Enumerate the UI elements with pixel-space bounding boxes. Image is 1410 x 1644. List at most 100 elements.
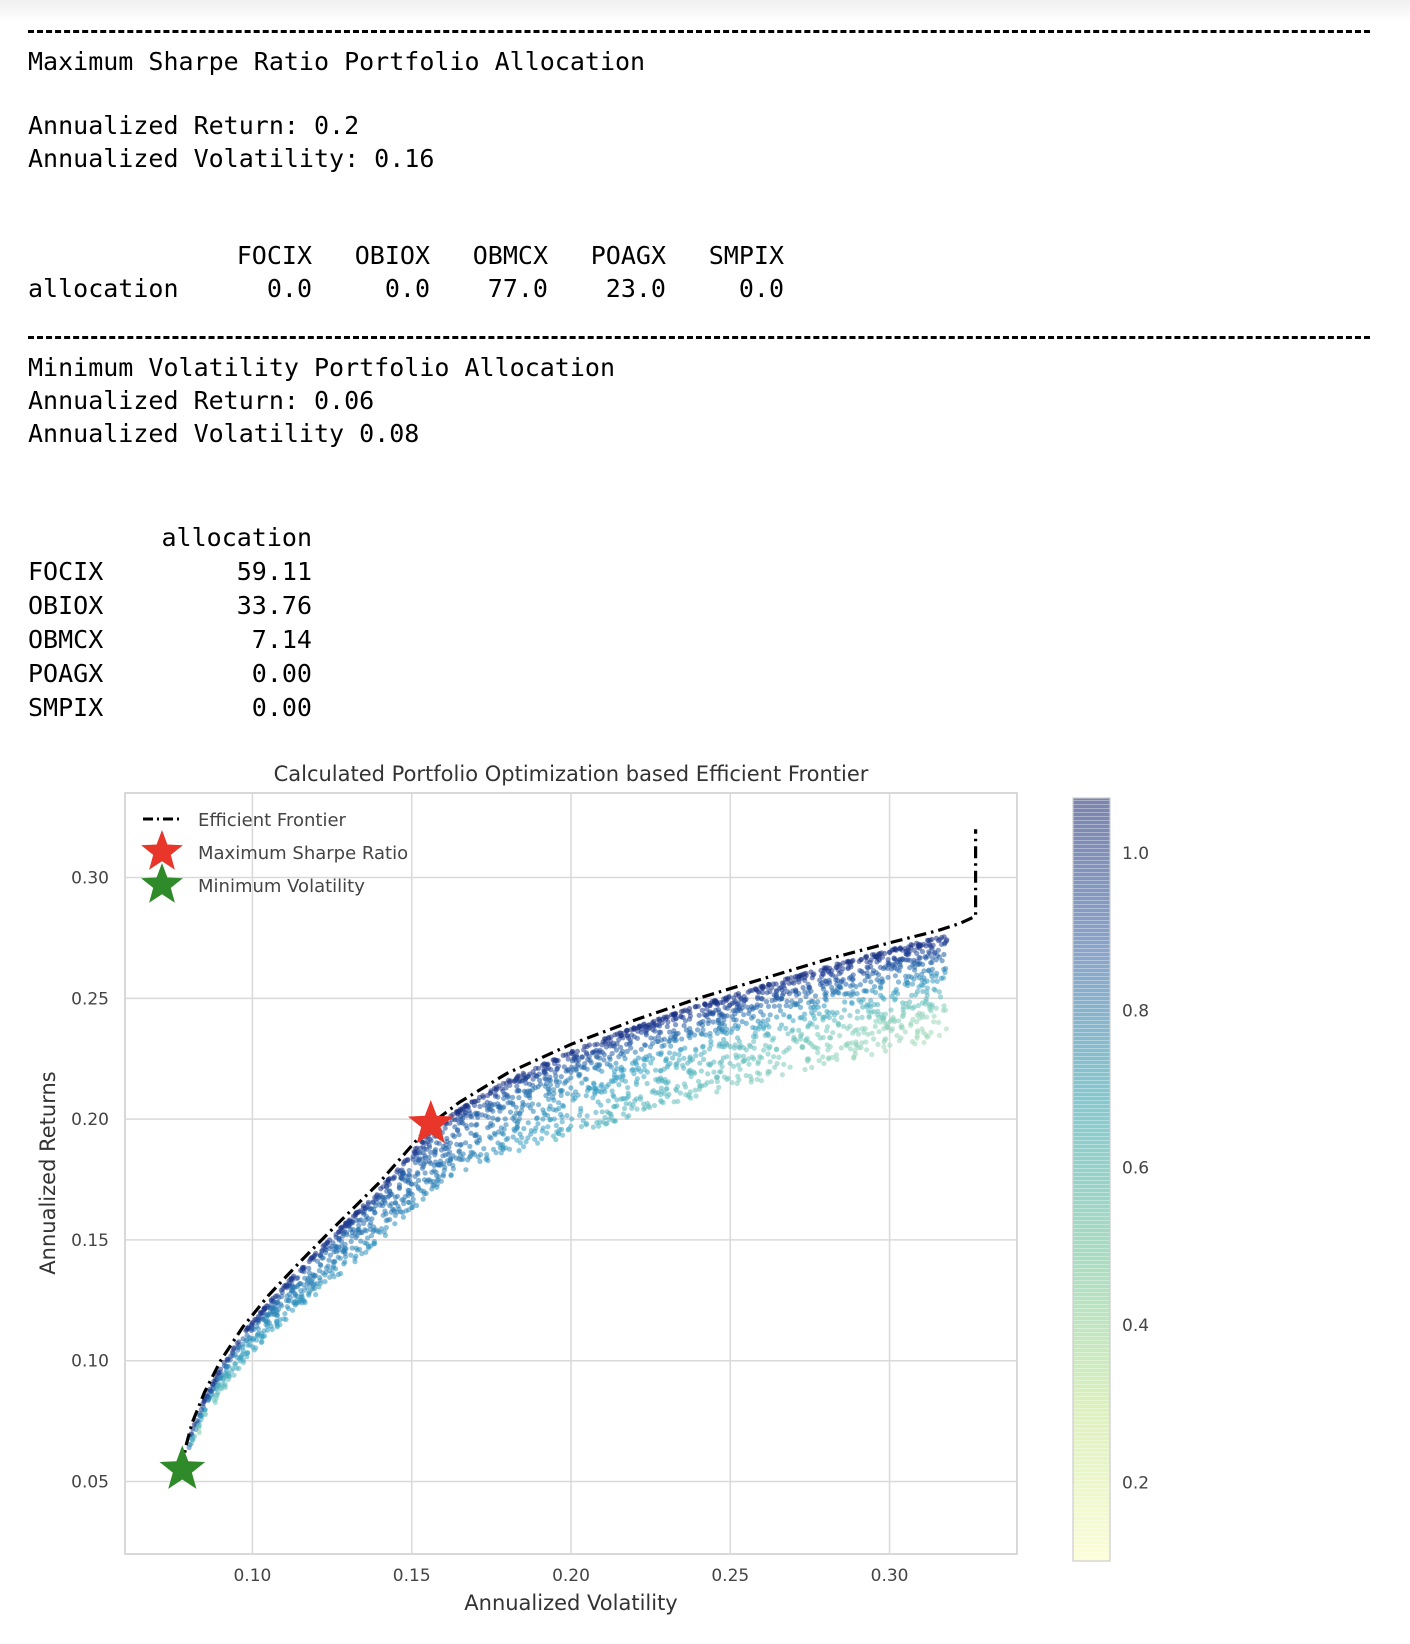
portfolio-point xyxy=(197,1422,203,1428)
portfolio-point xyxy=(941,1003,947,1009)
max-sharpe-title: Maximum Sharpe Ratio Portfolio Allocatio… xyxy=(28,47,646,76)
portfolio-point xyxy=(729,1080,735,1086)
portfolio-point xyxy=(317,1275,323,1281)
portfolio-point xyxy=(341,1261,347,1267)
portfolio-point xyxy=(783,1003,789,1009)
portfolio-point xyxy=(698,1020,704,1026)
portfolio-point xyxy=(417,1150,423,1156)
portfolio-point xyxy=(525,1102,531,1108)
portfolio-point xyxy=(873,1018,879,1024)
table-cell: 0.00 xyxy=(251,693,312,722)
portfolio-point xyxy=(751,1038,757,1045)
portfolio-point xyxy=(915,961,921,967)
portfolio-point xyxy=(354,1232,360,1239)
portfolio-point xyxy=(279,1289,285,1296)
portfolio-point xyxy=(217,1366,224,1372)
portfolio-point xyxy=(664,1080,670,1086)
portfolio-point xyxy=(735,1023,742,1029)
portfolio-point xyxy=(871,984,878,990)
portfolio-point xyxy=(394,1209,400,1215)
portfolio-point xyxy=(758,1078,765,1084)
portfolio-point xyxy=(231,1346,237,1352)
portfolio-point xyxy=(748,1076,755,1082)
portfolio-point xyxy=(606,1110,612,1116)
portfolio-point xyxy=(764,990,770,996)
portfolio-point xyxy=(943,966,949,972)
portfolio-point xyxy=(591,1080,597,1086)
portfolio-point xyxy=(284,1282,290,1288)
portfolio-point xyxy=(738,995,744,1001)
portfolio-point xyxy=(868,998,874,1004)
min-vol-star xyxy=(159,1445,206,1489)
portfolio-point xyxy=(454,1141,460,1147)
portfolio-point xyxy=(807,1020,813,1026)
portfolio-point xyxy=(919,949,926,955)
portfolio-point xyxy=(681,1023,687,1029)
portfolio-point xyxy=(889,1026,896,1032)
portfolio-point xyxy=(224,1363,230,1370)
portfolio-point xyxy=(601,1057,607,1063)
portfolio-point xyxy=(682,1045,688,1051)
portfolio-point xyxy=(763,1042,769,1048)
portfolio-point xyxy=(936,1032,943,1038)
portfolio-point xyxy=(824,1042,830,1048)
portfolio-point xyxy=(533,1125,539,1131)
portfolio-point xyxy=(810,972,816,978)
portfolio-point xyxy=(684,1060,691,1066)
y-axis-ticks: 0.05 0.10 0.15 0.20 0.25 0.30 xyxy=(71,869,109,1493)
portfolio-point xyxy=(700,1027,706,1033)
portfolio-point xyxy=(943,1026,950,1032)
portfolio-point xyxy=(939,941,945,947)
portfolio-point xyxy=(927,942,933,948)
portfolio-point xyxy=(578,1105,584,1111)
portfolio-point xyxy=(612,1118,618,1124)
portfolio-point xyxy=(539,1136,545,1142)
portfolio-point xyxy=(545,1124,551,1130)
portfolio-point xyxy=(577,1112,583,1118)
portfolio-point xyxy=(623,1101,629,1107)
min-vol-return: Annualized Return: 0.06 xyxy=(28,386,375,415)
portfolio-point xyxy=(767,1044,773,1050)
portfolio-point xyxy=(928,960,934,966)
portfolio-point xyxy=(340,1248,346,1255)
portfolio-point xyxy=(680,1014,686,1020)
portfolio-cloud xyxy=(186,934,950,1451)
table-cell: 0.00 xyxy=(251,659,312,688)
portfolio-point xyxy=(821,965,827,971)
portfolio-point xyxy=(354,1247,360,1253)
portfolio-point xyxy=(743,1020,749,1026)
portfolio-point xyxy=(791,1034,797,1040)
portfolio-point xyxy=(875,1001,881,1008)
portfolio-point xyxy=(878,992,884,998)
portfolio-point xyxy=(671,1028,677,1034)
portfolio-point xyxy=(525,1120,531,1126)
portfolio-point xyxy=(824,1024,831,1030)
portfolio-point xyxy=(632,1098,638,1104)
colorbar: 0.2 0.4 0.6 0.8 1.0 xyxy=(1072,797,1149,1562)
portfolio-point xyxy=(496,1129,502,1135)
portfolio-point xyxy=(561,1064,567,1070)
portfolio-point xyxy=(507,1109,514,1115)
portfolio-point xyxy=(758,1055,765,1061)
portfolio-point xyxy=(569,1116,575,1122)
portfolio-point xyxy=(654,1039,660,1045)
portfolio-point xyxy=(609,1050,615,1057)
portfolio-point xyxy=(409,1204,415,1210)
portfolio-point xyxy=(523,1139,529,1145)
portfolio-point xyxy=(306,1292,312,1298)
portfolio-point xyxy=(773,981,779,987)
portfolio-point xyxy=(532,1136,538,1142)
portfolio-point xyxy=(299,1294,305,1300)
portfolio-point xyxy=(336,1235,342,1241)
portfolio-point xyxy=(887,1042,893,1048)
portfolio-point xyxy=(804,1035,810,1041)
portfolio-point xyxy=(643,1030,649,1036)
portfolio-point xyxy=(417,1160,423,1166)
portfolio-point xyxy=(193,1426,199,1433)
portfolio-point xyxy=(740,1058,746,1065)
portfolio-point xyxy=(336,1229,342,1235)
portfolio-point xyxy=(653,1067,659,1073)
portfolio-point xyxy=(343,1229,350,1236)
portfolio-point xyxy=(320,1270,326,1276)
portfolio-point xyxy=(860,1004,866,1010)
